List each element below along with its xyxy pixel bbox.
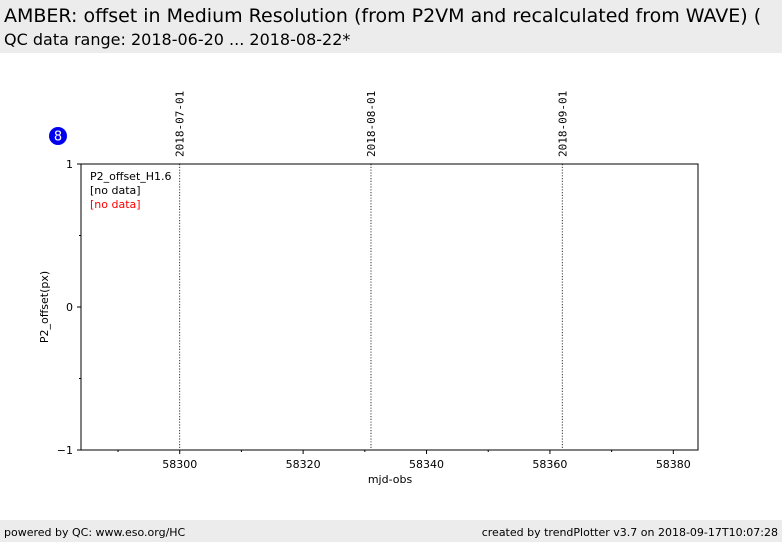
legend-entry: P2_offset_H1.6	[90, 170, 172, 183]
page-subtitle: QC data range: 2018-06-20 ... 2018-08-22…	[4, 30, 351, 49]
x-tick-label: 58380	[656, 458, 691, 471]
date-marker-label: 2018-09-01	[556, 91, 569, 157]
x-tick-label: 58320	[286, 458, 321, 471]
badge-text: 8	[54, 130, 62, 145]
y-tick-label: 0	[66, 301, 73, 314]
x-axis-label: mjd-obs	[368, 473, 413, 486]
legend-entry: [no data]	[90, 184, 141, 197]
y-tick-label: 1	[66, 158, 73, 171]
footer-timestamp: created by trendPlotter v3.7 on 2018-09-…	[481, 526, 778, 539]
x-tick-label: 58300	[162, 458, 197, 471]
date-marker-label: 2018-07-01	[174, 91, 187, 157]
footer-credit: powered by QC: www.eso.org/HC	[4, 526, 186, 539]
date-marker-label: 2018-08-01	[365, 91, 378, 157]
footer-bar: powered by QC: www.eso.org/HC created by…	[0, 520, 782, 542]
page-title: AMBER: offset in Medium Resolution (from…	[4, 5, 762, 27]
x-tick-label: 58340	[409, 458, 444, 471]
header-bar: AMBER: offset in Medium Resolution (from…	[0, 0, 782, 53]
y-tick-label: −1	[57, 444, 73, 457]
plot-badge[interactable]: 8	[49, 127, 67, 145]
plot-frame	[80, 163, 699, 451]
y-axis-label: P2_offset(px)	[38, 271, 51, 343]
legend-entry: [no data]	[90, 198, 141, 211]
x-tick-label: 58360	[532, 458, 567, 471]
badge-circle	[49, 127, 67, 145]
